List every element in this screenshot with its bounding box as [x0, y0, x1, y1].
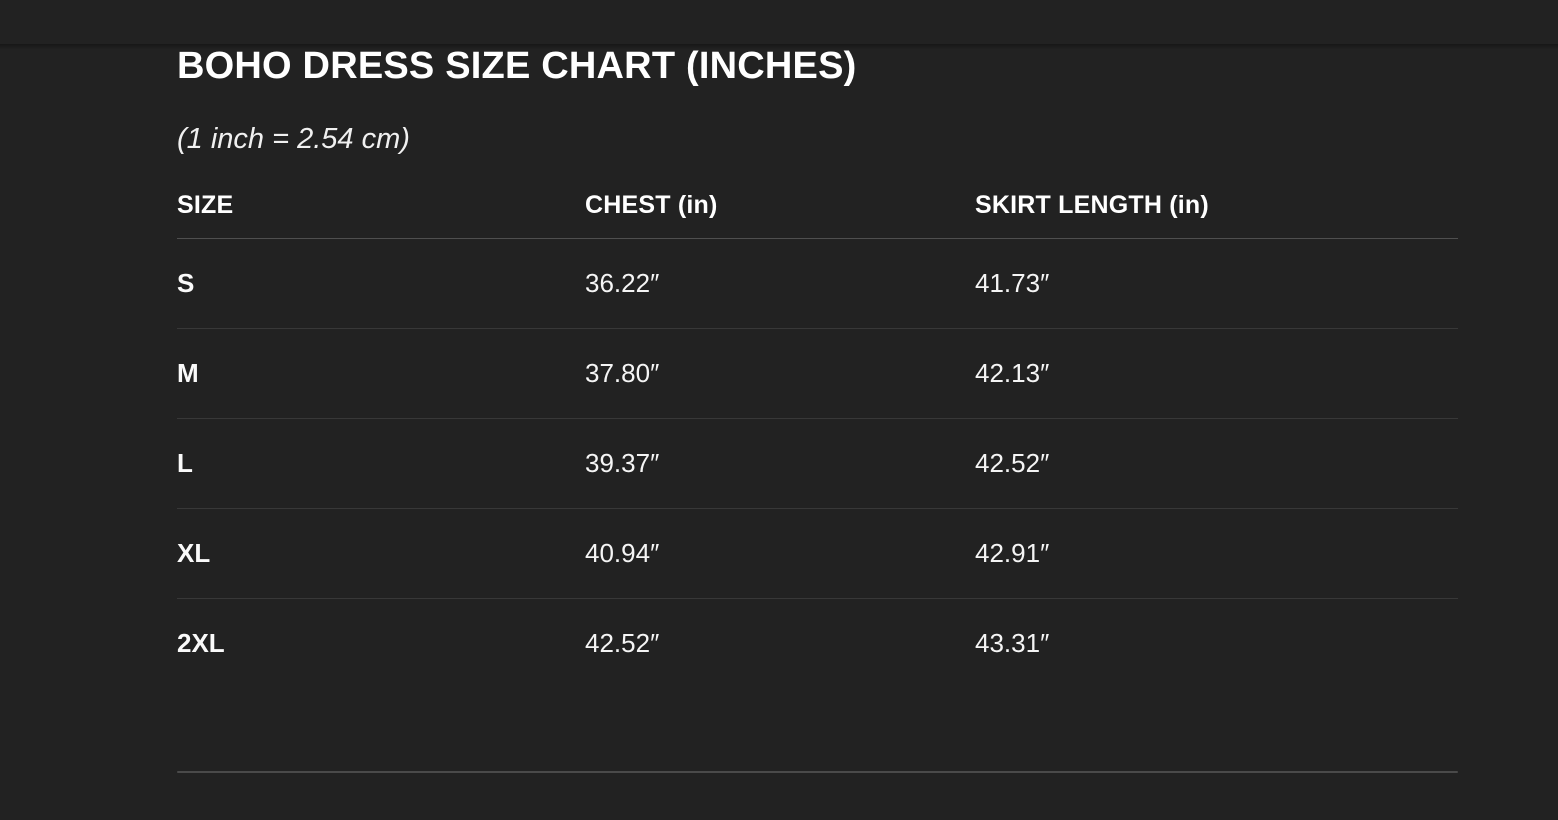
column-header-skirt-length: SKIRT LENGTH (in) [975, 156, 1458, 239]
skirt-length-value: 42.13″ [975, 328, 1458, 419]
section-top-shadow [0, 44, 1558, 50]
column-header-size: SIZE [177, 156, 585, 239]
skirt-length-value: 42.91″ [975, 508, 1458, 599]
page-title: BOHO DRESS SIZE CHART (INCHES) [177, 45, 857, 87]
chest-value: 42.52″ [585, 628, 660, 658]
column-header-chest: CHEST (in) [585, 156, 975, 239]
size-label: M [177, 328, 585, 419]
skirt-length-value: 41.73″ [975, 238, 1458, 329]
size-label: 2XL [177, 628, 225, 658]
table-row: L 39.37″ 42.52″ [177, 418, 1458, 509]
table-row: 2XL 42.52″ 43.31″ [177, 598, 1458, 689]
size-label: S [177, 238, 585, 329]
size-label: XL [177, 508, 585, 599]
chest-value: 37.80″ [585, 328, 975, 419]
table-header-row: SIZE CHEST (in) SKIRT LENGTH (in) [177, 156, 1458, 239]
table-row: S 36.22″ 41.73″ [177, 238, 1458, 329]
size-table: SIZE CHEST (in) SKIRT LENGTH (in) S 36.2… [177, 156, 1458, 689]
conversion-note: (1 inch = 2.54 cm) [177, 123, 410, 155]
size-chart-section: BOHO DRESS SIZE CHART (INCHES) (1 inch =… [0, 44, 1558, 773]
next-section-divider [177, 770, 1458, 773]
table-row: XL 40.94″ 42.91″ [177, 508, 1458, 599]
table-row: M 37.80″ 42.13″ [177, 328, 1458, 419]
chest-value: 40.94″ [585, 508, 975, 599]
chest-value: 36.22″ [585, 238, 975, 329]
size-label: L [177, 418, 585, 509]
chest-value: 39.37″ [585, 418, 975, 509]
skirt-length-value: 43.31″ [975, 628, 1050, 658]
skirt-length-value: 42.52″ [975, 418, 1458, 509]
